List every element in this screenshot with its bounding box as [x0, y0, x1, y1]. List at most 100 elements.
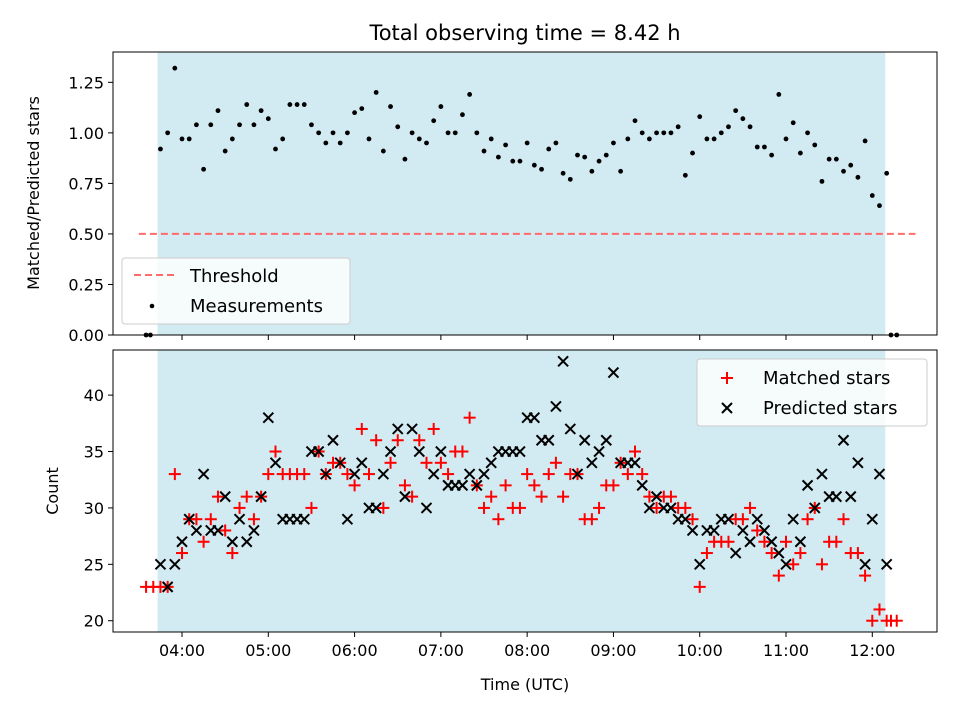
legend-matched-label: Matched stars	[763, 368, 890, 389]
matched-point	[686, 513, 699, 526]
predicted-point	[765, 536, 778, 548]
measurement-point	[416, 136, 422, 142]
measurement-point	[165, 130, 171, 136]
legend-predicted-swatch	[721, 402, 733, 414]
matched-point	[348, 479, 361, 492]
matched-point	[866, 614, 879, 627]
top-legend: Threshold Measurements	[121, 257, 351, 325]
predicted-point	[607, 366, 620, 379]
measurement-point	[488, 136, 494, 142]
predicted-point	[543, 434, 555, 446]
matched-point	[204, 513, 217, 526]
measurement-point	[402, 156, 408, 162]
measurement-point	[172, 65, 178, 71]
matched-point	[621, 468, 634, 481]
matched-point	[542, 468, 555, 481]
measurement-point	[251, 122, 257, 128]
measurement-point	[380, 148, 386, 154]
measurement-point	[388, 104, 393, 109]
matched-point	[377, 501, 390, 514]
predicted-point	[327, 434, 339, 446]
measurement-point	[675, 124, 681, 130]
measurement-point	[754, 144, 760, 150]
measurement-point	[524, 140, 530, 146]
matched-point	[269, 445, 282, 458]
predicted-point	[578, 434, 591, 446]
top-panel-frame	[112, 51, 938, 336]
measurement-point	[726, 124, 731, 130]
predicted-point	[334, 457, 346, 469]
measurement-point	[575, 152, 580, 158]
predicted-point	[694, 558, 706, 571]
measurement-point	[884, 170, 890, 176]
matched-point	[427, 422, 440, 435]
matched-point	[176, 547, 189, 560]
bottom-series-layer	[140, 355, 903, 627]
predicted-point	[384, 445, 397, 458]
matched-point	[787, 558, 800, 571]
x-tick-label: 06:00	[332, 641, 378, 660]
measurement-point	[258, 108, 264, 114]
measurement-point	[776, 92, 782, 97]
measurement-point	[481, 148, 487, 154]
top-y-axis: 0.00 0.25 0.50 0.75 1.00 1.25	[68, 73, 113, 345]
y-tick-label: 30	[84, 499, 104, 518]
matched-point	[355, 422, 368, 435]
legend-measurements-label: Measurements	[190, 296, 323, 317]
top-legend-box	[121, 257, 351, 325]
measurement-point	[531, 162, 537, 168]
measurement-point	[697, 114, 703, 120]
predicted-point	[564, 423, 577, 435]
predicted-point	[816, 468, 828, 480]
predicted-point	[463, 468, 476, 480]
matched-point	[219, 524, 232, 537]
measurement-point	[222, 148, 228, 154]
measurement-point	[539, 166, 544, 172]
matched-point	[528, 479, 541, 492]
measurement-point	[294, 102, 300, 107]
predicted-point	[758, 524, 771, 537]
matched-point	[744, 501, 757, 514]
x-tick-label: 12:00	[849, 641, 895, 660]
matched-point	[722, 535, 735, 548]
measurement-point	[517, 158, 523, 164]
bottom-y-axis: 20 25 30 35 40	[84, 386, 113, 631]
matched-point	[643, 490, 656, 503]
x-tick-label: 09:00	[590, 641, 636, 660]
predicted-point	[420, 502, 433, 514]
predicted-point	[169, 558, 181, 571]
predicted-point	[794, 536, 807, 548]
y-tick-label: 0.25	[68, 275, 104, 294]
measurement-point	[582, 154, 588, 160]
top-series-layer	[138, 65, 916, 338]
measurement-point	[567, 176, 573, 182]
matched-point	[607, 479, 620, 492]
measurement-point	[596, 158, 602, 164]
predicted-point	[629, 457, 641, 469]
matched-point	[830, 535, 843, 548]
y-tick-label: 25	[84, 555, 104, 574]
measurement-point	[301, 102, 307, 107]
measurement-point	[330, 130, 336, 136]
matched-point	[442, 468, 455, 481]
bottom-legend-box	[696, 358, 928, 427]
matched-point	[370, 434, 383, 447]
predicted-point	[356, 457, 368, 469]
predicted-point	[837, 434, 850, 446]
measurement-point	[495, 154, 501, 160]
measurement-point	[287, 102, 293, 107]
matched-point	[406, 490, 419, 503]
predicted-point	[255, 490, 267, 503]
predicted-point	[348, 468, 361, 480]
matched-point	[391, 434, 404, 447]
y-tick-label: 1.00	[68, 124, 104, 143]
y-tick-label: 0.00	[68, 326, 104, 345]
matched-point	[240, 490, 253, 503]
measurement-point	[611, 140, 616, 146]
measurement-point	[546, 146, 552, 152]
measurement-point	[337, 140, 343, 146]
predicted-point	[212, 524, 224, 537]
measurement-point	[237, 122, 242, 128]
legend-predicted-label: Predicted stars	[763, 398, 897, 419]
